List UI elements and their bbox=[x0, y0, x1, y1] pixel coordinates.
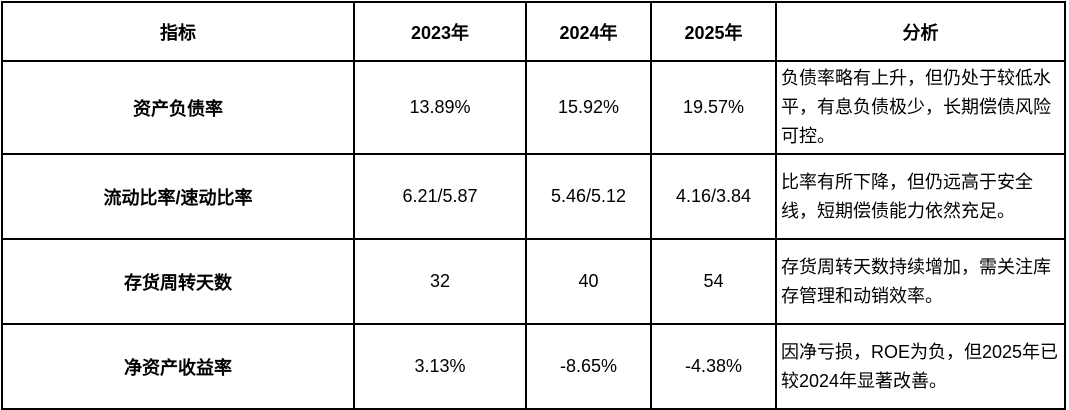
analysis-text: 存货周转天数持续增加，需关注库存管理和动销效率。 bbox=[775, 238, 1066, 325]
value-2025: 54 bbox=[650, 238, 777, 325]
analysis-text: 负债率略有上升，但仍处于较低水平，有息负债极少，长期偿债风险可控。 bbox=[775, 60, 1066, 155]
header-cell-2023: 2023年 bbox=[353, 1, 527, 62]
indicator-name: 流动比率/速动比率 bbox=[1, 153, 355, 240]
header-cell-2024: 2024年 bbox=[525, 1, 652, 62]
indicator-name: 净资产收益率 bbox=[1, 323, 355, 410]
indicator-name: 存货周转天数 bbox=[1, 238, 355, 325]
analysis-text: 比率有所下降，但仍远高于安全线，短期偿债能力依然充足。 bbox=[775, 153, 1066, 240]
table-row-debt-ratio: 资产负债率 13.89% 15.92% 19.57% 负债率略有上升，但仍处于较… bbox=[1, 60, 1066, 155]
value-2023: 13.89% bbox=[353, 60, 527, 155]
value-2023: 32 bbox=[353, 238, 527, 325]
value-2024: 5.46/5.12 bbox=[525, 153, 652, 240]
value-2025: 19.57% bbox=[650, 60, 777, 155]
header-cell-2025: 2025年 bbox=[650, 1, 777, 62]
value-2023: 3.13% bbox=[353, 323, 527, 410]
value-2023: 6.21/5.87 bbox=[353, 153, 527, 240]
indicator-name: 资产负债率 bbox=[1, 60, 355, 155]
table-row-roe: 净资产收益率 3.13% -8.65% -4.38% 因净亏损，ROE为负，但2… bbox=[1, 323, 1066, 410]
value-2025: -4.38% bbox=[650, 323, 777, 410]
value-2024: 15.92% bbox=[525, 60, 652, 155]
header-cell-analysis: 分析 bbox=[775, 1, 1066, 62]
value-2024: -8.65% bbox=[525, 323, 652, 410]
table-header-row: 指标 2023年 2024年 2025年 分析 bbox=[1, 1, 1066, 62]
value-2025: 4.16/3.84 bbox=[650, 153, 777, 240]
header-cell-indicator: 指标 bbox=[1, 1, 355, 62]
value-2024: 40 bbox=[525, 238, 652, 325]
table-row-current-quick-ratio: 流动比率/速动比率 6.21/5.87 5.46/5.12 4.16/3.84 … bbox=[1, 153, 1066, 240]
table-row-inventory-turnover-days: 存货周转天数 32 40 54 存货周转天数持续增加，需关注库存管理和动销效率。 bbox=[1, 238, 1066, 325]
analysis-text: 因净亏损，ROE为负，但2025年已较2024年显著改善。 bbox=[775, 323, 1066, 410]
